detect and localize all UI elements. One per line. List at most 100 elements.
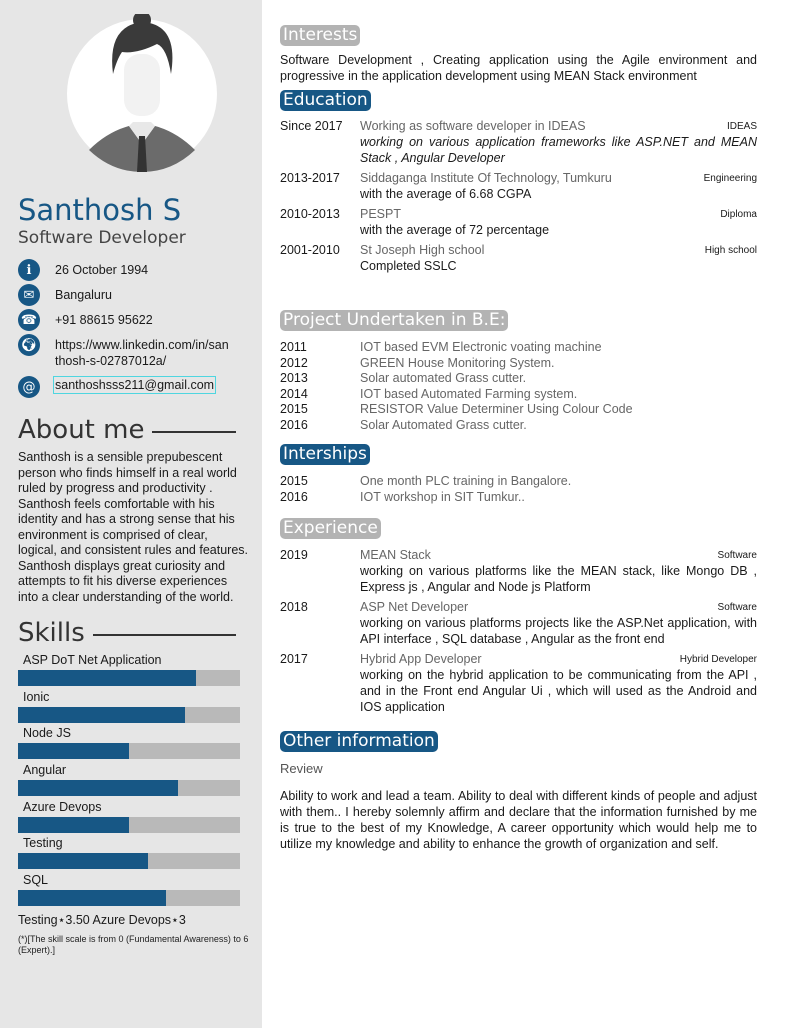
- item-title: Solar Automated Grass cutter.: [360, 417, 527, 432]
- contact-phone: ☎ +91 88615 95622: [18, 309, 153, 331]
- globe-icon: 🌍︎: [18, 334, 40, 356]
- row-body: Working as software developer in IDEAS wo…: [360, 118, 757, 166]
- skill-name: Angular: [23, 763, 67, 778]
- other-text: Ability to work and lead a team. Ability…: [280, 789, 757, 851]
- profile-title: Software Developer: [18, 228, 186, 248]
- row-title: Hybrid App Developer: [360, 652, 482, 666]
- skill-bar-fill: [18, 780, 179, 797]
- interests-heading: Interests: [280, 25, 361, 46]
- main-column: Interests Software Development , Creatin…: [280, 25, 757, 852]
- row-tag: Hybrid Developer: [679, 654, 757, 665]
- row-tag: IDEAS: [726, 121, 757, 132]
- item-title: RESISTOR Value Determiner Using Colour C…: [360, 402, 633, 416]
- skills-list: ASP DoT Net Application Ionic Node JS Angul…: [18, 652, 246, 907]
- row-title: MEAN Stack: [360, 548, 431, 562]
- item-title: One month PLC training in Bangalore.: [360, 474, 572, 488]
- row-date: 2013-2017: [280, 171, 340, 185]
- skill-item: Testing: [18, 835, 240, 870]
- contact-text: Bangaluru: [55, 288, 112, 302]
- projects-item: 2011 IOT based EVM Electronic voating mac…: [280, 340, 757, 356]
- projects-item: 2013 Solar automated Grass cutter.: [280, 371, 757, 387]
- skill-bar: [18, 670, 240, 686]
- internships-list: 2015 One month PLC training in Bangalore.…: [280, 474, 757, 505]
- item-date: 2015: [280, 402, 308, 416]
- divider: [152, 431, 236, 433]
- skills-note: (*)[The skill scale is from 0 (Fundament…: [18, 934, 249, 956]
- row-desc: working on the hybrid application to be …: [360, 668, 757, 714]
- linkedin-link[interactable]: https://www.linkedin.com/in/santhosh-s-0…: [55, 338, 229, 368]
- contact-birthdate: ℹ 26 October 1994: [18, 259, 148, 281]
- education-heading: Education: [280, 90, 371, 111]
- projects-list: 2011 IOT based EVM Electronic voating mac…: [280, 340, 757, 433]
- skill-item: SQL: [18, 872, 240, 907]
- row-desc: working on various platforms projects li…: [360, 616, 757, 646]
- skill-item: Azure Devops: [18, 799, 240, 833]
- row-title: Working as software developer in IDEAS: [360, 119, 586, 133]
- projects-item: 2016 Solar Automated Grass cutter.: [280, 418, 757, 434]
- email-link[interactable]: santhoshsss211@gmail.com: [53, 376, 217, 394]
- item-title: GREEN House Monitoring System.: [360, 355, 555, 370]
- item-date: 2016: [280, 417, 308, 432]
- item-title: IOT workshop in SIT Tumkur..: [360, 489, 525, 504]
- skill-item: Node JS: [18, 725, 240, 760]
- item-date: 2014: [280, 386, 308, 401]
- contact-location: ✉ Bangaluru: [18, 284, 112, 306]
- item-title: IOT based Automated Farming system.: [360, 386, 578, 401]
- item-date: 2015: [280, 474, 308, 488]
- about-text: Santhosh is a sensible prepubescent pers…: [18, 450, 248, 604]
- row-desc: working on various platforms like the ME…: [360, 564, 757, 594]
- row-desc: with the average of 6.68 CGPA: [360, 187, 532, 201]
- row-tag: Software: [717, 602, 757, 613]
- item-title: Solar automated Grass cutter.: [360, 371, 527, 385]
- skill-bar: [18, 853, 240, 870]
- skill-name: SQL: [23, 873, 49, 888]
- skill-bar-fill: [18, 853, 148, 870]
- row-title: PESPT: [360, 207, 401, 221]
- item-date: 2012: [280, 355, 308, 370]
- skills-legend: Testing⋆3.50 Azure Devops⋆3: [18, 913, 186, 928]
- row-date: 2010-2013: [280, 207, 340, 221]
- contact-text: 26 October 1994: [55, 263, 149, 277]
- item-date: 2011: [280, 340, 307, 354]
- row-desc: with the average of 72 percentage: [360, 223, 550, 237]
- row-desc: working on various application framework…: [360, 135, 757, 165]
- experience-heading: Experience: [280, 518, 381, 539]
- divider: [92, 634, 236, 636]
- row-tag: Engineering: [703, 173, 757, 184]
- contact-linkedin[interactable]: 🌍︎ https://www.linkedin.com/in/santhosh-…: [18, 334, 230, 369]
- row-date: 2018: [280, 600, 308, 614]
- skill-name: Testing: [23, 836, 63, 851]
- education-row: 2010-2013 Diploma PESPT with the average of…: [280, 206, 757, 238]
- phone-icon: ☎: [18, 309, 40, 331]
- experience-row: 2018 Software ASP Net Developer working on …: [280, 599, 757, 647]
- about-heading-text: About me: [18, 415, 145, 445]
- skill-name: Ionic: [23, 689, 50, 704]
- row-body: Siddaganga Institute Of Technology, Tumk…: [360, 170, 757, 202]
- row-tag: Diploma: [720, 209, 757, 220]
- skill-bar: [18, 780, 240, 797]
- at-icon: @: [18, 376, 40, 398]
- skill-bar-fill: [18, 670, 196, 686]
- skill-bar: [18, 816, 240, 833]
- experience-row: 2019 Software MEAN Stack working on various…: [280, 547, 757, 595]
- item-date: 2016: [280, 489, 308, 504]
- education-row: 2001-2010 High school St Joseph High schoo…: [280, 242, 757, 274]
- internships-item: 2016 IOT workshop in SIT Tumkur..: [280, 490, 757, 506]
- skill-bar-fill: [18, 816, 129, 833]
- item-title: IOT based EVM Electronic voating machine: [360, 340, 602, 354]
- row-body: Hybrid App Developer working on the hybri…: [360, 651, 757, 715]
- skill-item: ASP DoT Net Application: [18, 652, 240, 686]
- internships-heading: Interships: [280, 444, 370, 465]
- row-tag: Software: [717, 550, 757, 561]
- skill-bar-fill: [18, 743, 129, 760]
- envelope-icon: ✉: [18, 284, 40, 306]
- contact-email[interactable]: @ santhoshsss211@gmail.com: [18, 376, 217, 398]
- row-date: 2017: [280, 652, 308, 666]
- projects-heading: Project Undertaken in B.E:: [280, 310, 509, 331]
- skill-bar: [18, 706, 240, 723]
- sidebar: Santhosh S Software Developer ℹ 26 Octob…: [0, 0, 262, 1028]
- skills-heading-text: Skills: [18, 618, 85, 648]
- projects-item: 2015 RESISTOR Value Determiner Using Colo…: [280, 402, 757, 418]
- skill-item: Ionic: [18, 689, 240, 723]
- skill-name: ASP DoT Net Application: [23, 653, 162, 667]
